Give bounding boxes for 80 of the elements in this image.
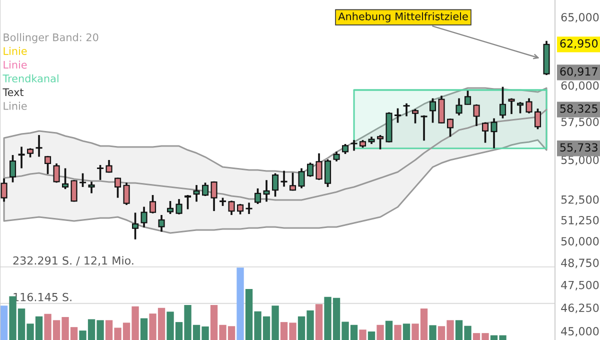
candlestick [263, 179, 270, 203]
candlestick [88, 180, 95, 194]
candlestick [420, 114, 428, 142]
candlestick [456, 97, 462, 116]
candlestick [377, 134, 384, 150]
candlestick [62, 167, 69, 190]
candlestick [508, 97, 515, 115]
y-tick-label: 50,000 [561, 237, 599, 247]
candlestick [298, 167, 305, 190]
text: Bollinger Band: 20 [4, 33, 98, 44]
y-tick-label: 51,250 [561, 216, 599, 226]
candlestick [430, 97, 436, 124]
candlestick [150, 194, 156, 214]
y-tick-label: 65,000 [561, 13, 599, 23]
annotation: 58,325 [560, 104, 598, 114]
candlestick [167, 200, 174, 215]
candlestick [106, 159, 112, 174]
text: Trendkanal [2, 74, 58, 82]
candlestick [499, 86, 506, 120]
y-tick-label: 46,250 [561, 304, 599, 314]
candlestick [123, 182, 130, 206]
y2-tick-label: 232.291 S. [13, 256, 72, 265]
candlestick [193, 184, 200, 203]
candlestick [210, 180, 218, 212]
y-tick-label: 60,000 [561, 81, 599, 91]
candlestick [280, 170, 288, 188]
y-tick-label: 57,500 [561, 118, 599, 128]
candlestick [184, 194, 192, 210]
candlestick [333, 150, 340, 162]
annotation: 62,950 [560, 39, 598, 49]
y-tick-label: 47,500 [561, 280, 599, 290]
legend-label: Text [2, 88, 24, 96]
candlestick [342, 143, 349, 155]
candlestick [324, 158, 332, 188]
legend-label: Linie [4, 46, 27, 55]
candlestick [97, 164, 104, 181]
y-tick-label: 52,500 [561, 195, 599, 205]
y-tick-label: 45,000 [561, 327, 599, 337]
annotation: 60,917 [560, 67, 598, 77]
candlestick [114, 176, 122, 199]
y-tick-label: 48,750 [561, 258, 599, 268]
candlestick [526, 97, 532, 114]
candlestick [490, 117, 498, 150]
candlestick [176, 198, 182, 216]
candlestick [403, 102, 410, 118]
candlestick [70, 179, 78, 203]
candlestick [290, 172, 296, 192]
legend-label: Linie [4, 102, 27, 110]
candlestick [482, 121, 489, 144]
candlestick [237, 203, 244, 216]
candlestick [473, 103, 480, 127]
candlestick [254, 188, 262, 205]
candlestick [272, 172, 279, 198]
candlestick [27, 147, 34, 158]
candlestick [10, 154, 16, 184]
candlestick [140, 206, 148, 228]
candlestick [307, 162, 314, 178]
candlestick [53, 162, 60, 184]
candlestick [438, 94, 445, 124]
candlestick [412, 108, 419, 124]
candlestick [464, 90, 472, 106]
candlestick [36, 134, 42, 158]
annotation: 55,733 [560, 143, 598, 153]
candlestick [534, 108, 542, 130]
legend-label: Linie [4, 60, 27, 69]
candlestick [394, 107, 402, 124]
candlestick [202, 182, 209, 197]
candlestick [18, 146, 25, 170]
annotation: / 12,1 Mio. [76, 256, 134, 266]
candlestick [316, 152, 322, 181]
candlestick [446, 118, 454, 138]
candlestick [0, 177, 8, 203]
annotation: Anhebung Mittelfristziele [338, 12, 468, 22]
candlestick [516, 101, 524, 114]
candlestick [228, 200, 235, 216]
candlestick [44, 155, 52, 175]
candlestick [132, 212, 139, 240]
y2-tick-label: 116.145 S. [14, 292, 72, 302]
candlestick [158, 214, 165, 233]
candlestick [246, 202, 252, 215]
